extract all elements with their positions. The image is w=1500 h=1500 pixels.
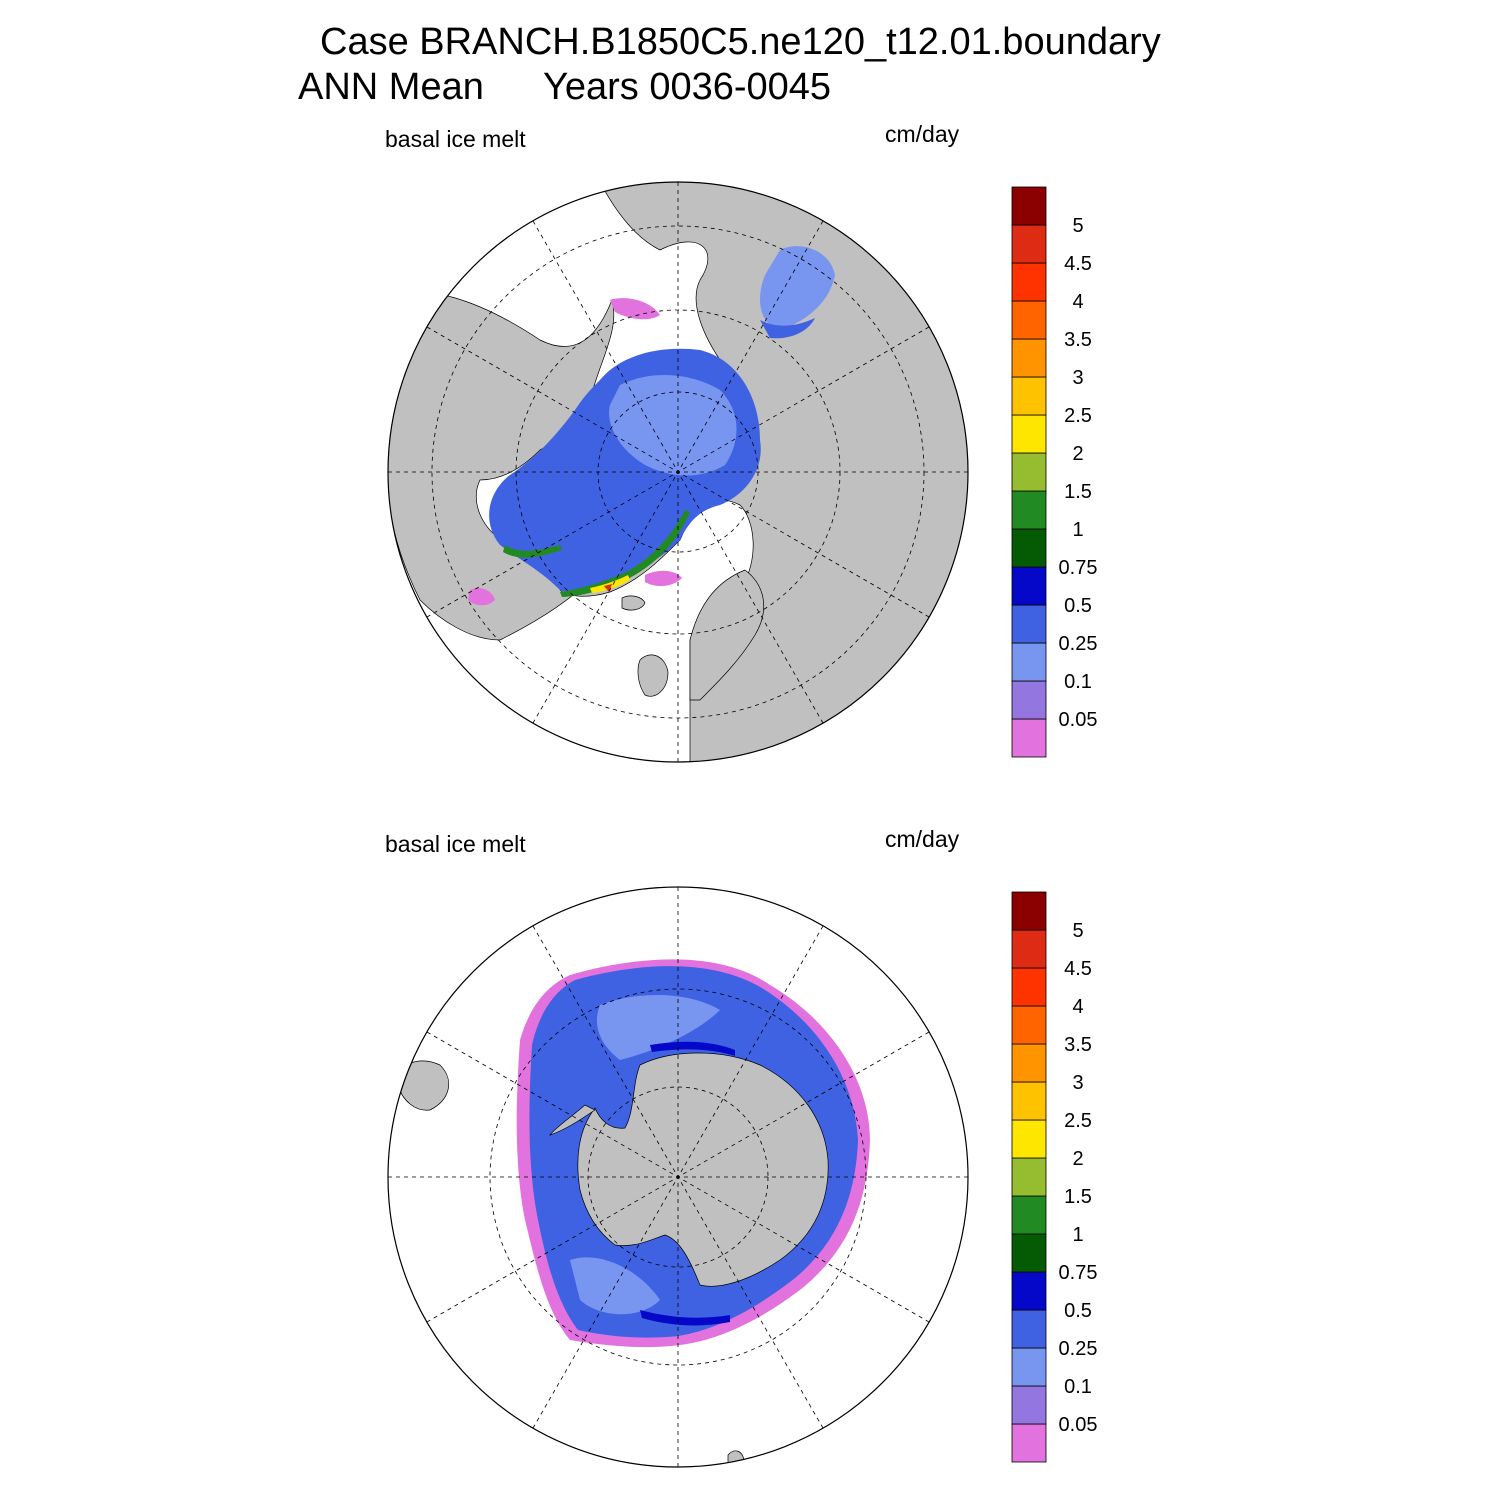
- north-colorbar-box: [1011, 300, 1047, 340]
- north-colorbar-box: [1011, 186, 1047, 226]
- iceland-land: [621, 595, 646, 611]
- north-colorbar-label: 0.75: [1059, 557, 1098, 579]
- south-colorbar-box: [1011, 1005, 1047, 1045]
- south-units-label: cm/day: [885, 826, 960, 852]
- south-colorbar-box: [1011, 1271, 1047, 1311]
- bering-ice-pink: [610, 298, 660, 320]
- barents-pink: [645, 570, 682, 587]
- ross-ice-light: [570, 1257, 660, 1315]
- north-colorbar-box: [1011, 224, 1047, 264]
- north-colorbar-label: 4.5: [1064, 253, 1092, 275]
- south-colorbar-label: 3.5: [1064, 1034, 1092, 1056]
- north-colorbar-label: 1.5: [1064, 481, 1092, 503]
- antarctic-peninsula-land: [549, 1104, 596, 1136]
- north-colorbar-label: 0.5: [1064, 595, 1092, 617]
- south-colorbar-box: [1011, 1309, 1047, 1349]
- north-graticule: [388, 182, 968, 762]
- south-colorbar-box: [1011, 1347, 1047, 1387]
- south-colorbar-label: 0.05: [1059, 1414, 1098, 1436]
- north-colorbar-box: [1011, 528, 1047, 568]
- greenland-melt-yellow: [590, 575, 630, 593]
- years-title: Years 0036-0045: [543, 66, 832, 108]
- ross-dark-band: [640, 1310, 730, 1326]
- south-colorbar-box: [1011, 1157, 1047, 1197]
- north-colorbar-box: [1011, 414, 1047, 454]
- south-polar-map: [387, 886, 969, 1468]
- south-america-land: [397, 1060, 449, 1111]
- period-title: ANN Mean: [298, 66, 484, 108]
- south-colorbar-box: [1011, 929, 1047, 969]
- south-colorbar-box: [1011, 1081, 1047, 1121]
- south-variable-label: basal ice melt: [385, 831, 526, 857]
- greenland-melt-peak: [604, 584, 612, 592]
- coastal-dark-band: [650, 1041, 735, 1056]
- south-colorbar-label: 0.25: [1059, 1338, 1098, 1360]
- north-colorbar-label: 0.1: [1064, 671, 1092, 693]
- south-colorbar-label: 0.75: [1059, 1262, 1098, 1284]
- north-colorbar-label: 0.05: [1059, 709, 1098, 731]
- south-colorbar-label: 2: [1072, 1148, 1083, 1170]
- south-colorbar-box: [1011, 1385, 1047, 1425]
- north-colorbar-label: 3.5: [1064, 329, 1092, 351]
- north-units-label: cm/day: [885, 121, 960, 147]
- north-colorbar: 0.05 0.1 0.25 0.5 0.75 1 1.5 2 2.5 3 3.5 4 4.5 5: [1011, 186, 1098, 758]
- case-title: Case BRANCH.B1850C5.ne120_t12.01.boundar…: [320, 21, 1161, 63]
- baffin-ice-field: [556, 494, 600, 527]
- north-colorbar-label: 0.25: [1059, 633, 1098, 655]
- antarctica-land: [577, 1052, 829, 1287]
- north-colorbar-box: [1011, 566, 1047, 606]
- south-colorbar-box: [1011, 891, 1047, 931]
- north-colorbar-box: [1011, 718, 1047, 758]
- south-colorbar-label: 0.1: [1064, 1376, 1092, 1398]
- south-colorbar: 0.05 0.1 0.25 0.5 0.75 1 1.5 2 2.5 3 3.5 4 4.5 5: [1011, 891, 1098, 1463]
- north-colorbar-box: [1011, 680, 1047, 720]
- north-colorbar-box: [1011, 262, 1047, 302]
- south-colorbar-label: 4.5: [1064, 958, 1092, 980]
- south-colorbar-label: 5: [1072, 920, 1083, 942]
- north-colorbar-label: 4: [1072, 291, 1083, 313]
- south-colorbar-label: 3: [1072, 1072, 1083, 1094]
- north-colorbar-box: [1011, 338, 1047, 378]
- north-colorbar-label: 5: [1072, 215, 1083, 237]
- south-colorbar-label: 1.5: [1064, 1186, 1092, 1208]
- north-variable-label: basal ice melt: [385, 126, 526, 152]
- south-colorbar-label: 1: [1072, 1224, 1083, 1246]
- north-colorbar-box: [1011, 604, 1047, 644]
- south-graticule: [388, 887, 968, 1467]
- south-colorbar-label: 4: [1072, 996, 1083, 1018]
- south-colorbar-box: [1011, 1119, 1047, 1159]
- scandinavia-land: [689, 569, 764, 701]
- north-colorbar-label: 3: [1072, 367, 1083, 389]
- south-colorbar-box: [1011, 967, 1047, 1007]
- south-colorbar-box: [1011, 1423, 1047, 1463]
- north-colorbar-box: [1011, 642, 1047, 682]
- arctic-ice-field-inner: [609, 374, 737, 476]
- british-isles-land: [637, 654, 669, 697]
- south-colorbar-box: [1011, 1195, 1047, 1235]
- north-colorbar-label: 2: [1072, 443, 1083, 465]
- labrador-melt-band: [503, 545, 562, 558]
- south-colorbar-label: 0.5: [1064, 1300, 1092, 1322]
- north-colorbar-label: 1: [1072, 519, 1083, 541]
- okhotsk-ice-edge: [760, 318, 815, 339]
- north-colorbar-box: [1011, 490, 1047, 530]
- pacific-pink: [468, 588, 495, 606]
- south-colorbar-label: 2.5: [1064, 1110, 1092, 1132]
- weddell-ice-light: [596, 994, 720, 1060]
- north-colorbar-label: 2.5: [1064, 405, 1092, 427]
- north-polar-map: [387, 181, 969, 763]
- north-colorbar-box: [1011, 376, 1047, 416]
- south-colorbar-box: [1011, 1233, 1047, 1273]
- north-colorbar-box: [1011, 452, 1047, 492]
- south-colorbar-box: [1011, 1043, 1047, 1083]
- okhotsk-ice-field: [760, 246, 835, 330]
